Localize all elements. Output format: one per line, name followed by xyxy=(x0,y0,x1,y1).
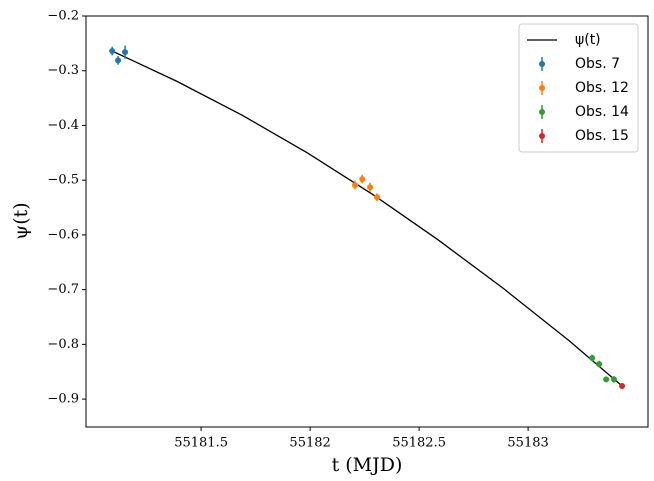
data-point xyxy=(352,182,359,189)
y-tick-label: −0.9 xyxy=(47,392,79,407)
legend-label: Obs. 12 xyxy=(575,80,629,96)
x-axis-label: t (MJD) xyxy=(332,454,403,476)
y-tick-label: −0.3 xyxy=(47,63,79,78)
data-point xyxy=(619,382,626,389)
legend-marker xyxy=(539,85,545,91)
data-point xyxy=(374,194,381,201)
legend-box xyxy=(518,23,639,153)
legend-marker xyxy=(539,61,545,67)
data-point xyxy=(109,48,116,55)
y-axis-label: ψ(t) xyxy=(10,202,32,239)
data-point xyxy=(603,376,610,383)
legend-label: Obs. 15 xyxy=(575,128,629,144)
y-tick-label: −0.2 xyxy=(47,9,79,24)
fit-line xyxy=(110,49,623,387)
data-point xyxy=(589,355,596,362)
legend-marker xyxy=(539,133,545,139)
legend-label: Obs. 7 xyxy=(575,56,620,72)
data-point xyxy=(610,376,617,383)
x-tick-label: 55182.5 xyxy=(392,436,446,451)
y-tick-label: −0.8 xyxy=(47,337,79,352)
y-tick-label: −0.6 xyxy=(47,227,79,242)
legend-marker xyxy=(539,109,545,115)
data-point xyxy=(596,361,603,368)
data-point xyxy=(122,49,129,56)
data-point xyxy=(115,57,122,64)
x-tick-label: 55181.5 xyxy=(174,436,228,451)
x-tick-label: 55183 xyxy=(507,436,548,451)
y-tick-label: −0.4 xyxy=(47,118,79,133)
legend-label: Obs. 14 xyxy=(575,104,629,120)
data-point xyxy=(367,184,374,191)
y-tick-label: −0.5 xyxy=(47,173,79,188)
legend-label: ψ(t) xyxy=(575,32,601,48)
y-tick-label: −0.7 xyxy=(47,282,79,297)
x-tick-label: 55182 xyxy=(289,436,330,451)
plot-frame xyxy=(85,15,649,428)
data-point xyxy=(359,176,366,183)
